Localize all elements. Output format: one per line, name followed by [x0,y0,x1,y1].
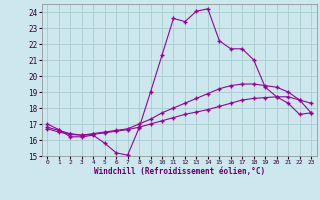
X-axis label: Windchill (Refroidissement éolien,°C): Windchill (Refroidissement éolien,°C) [94,167,265,176]
